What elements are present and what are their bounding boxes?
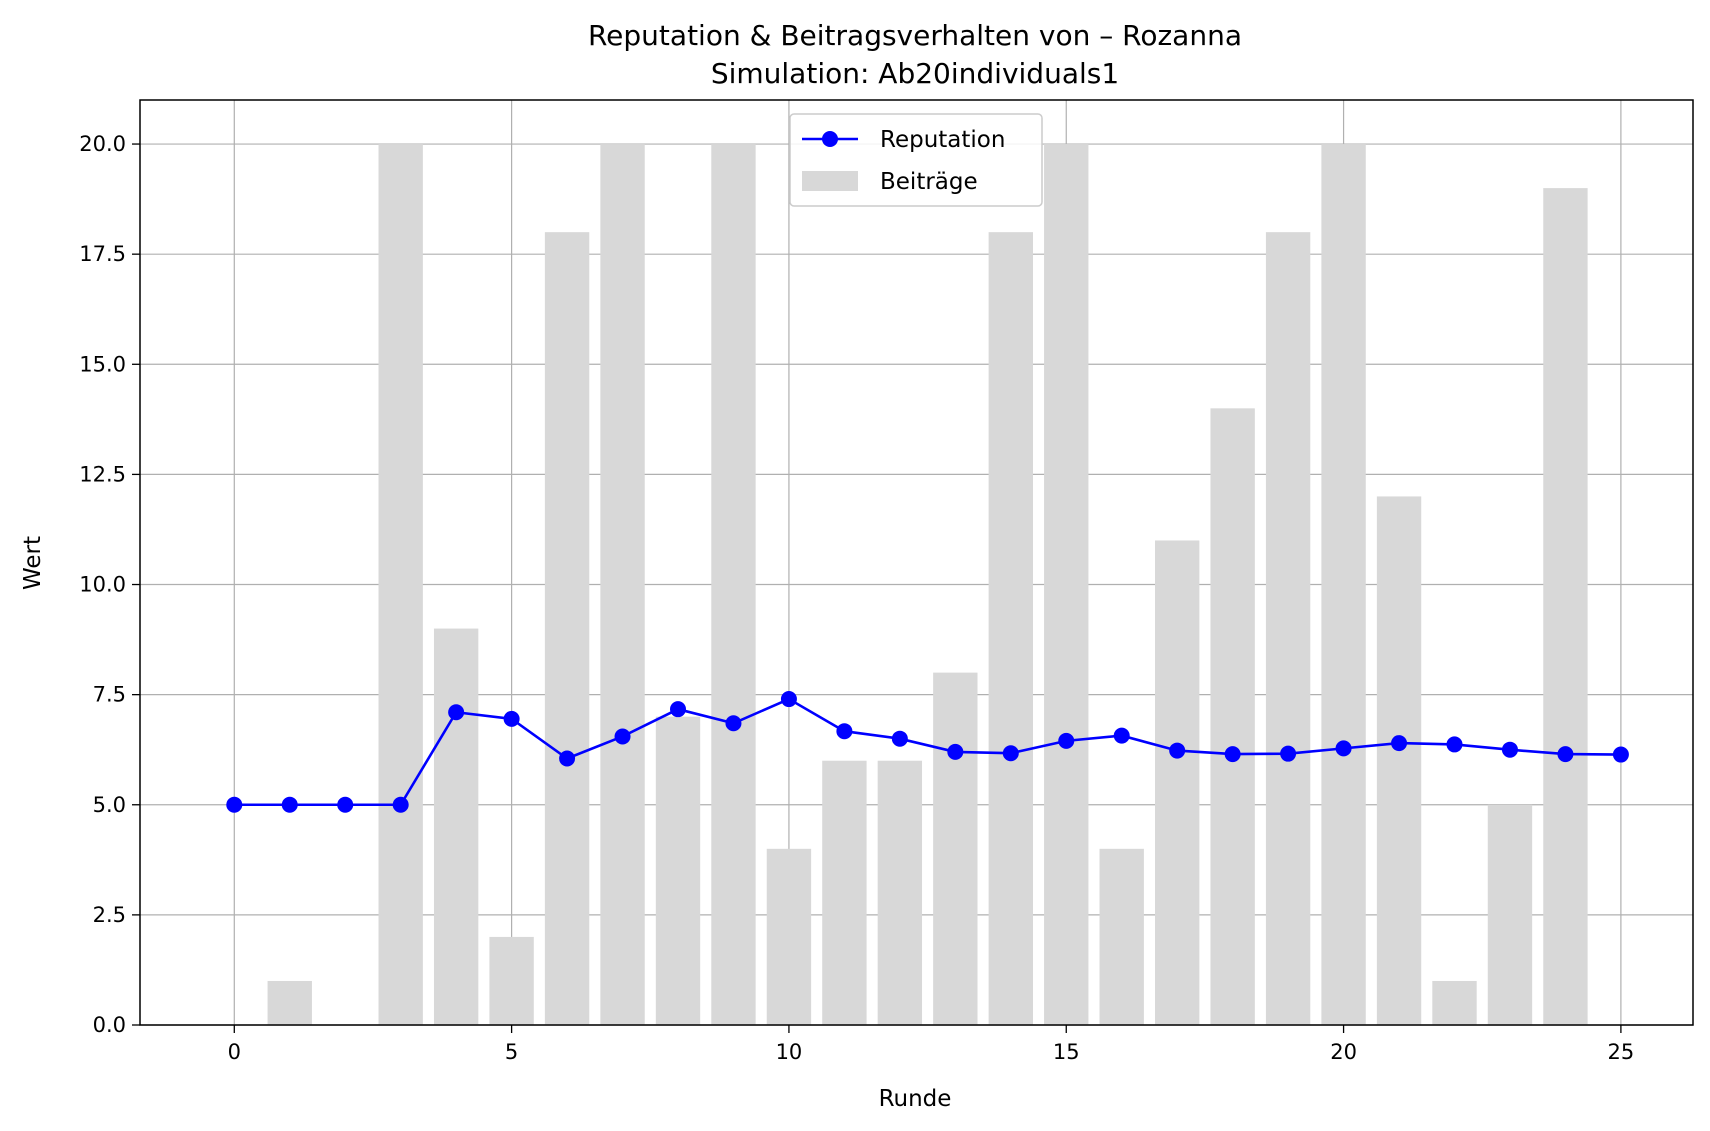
- y-axis: 0.0 2.5 5.0 7.5 10.0 12.5 15.0 17.5 20.0: [79, 132, 140, 1037]
- reputation-point-18: [1224, 746, 1241, 763]
- y-tick-label: 0.0: [93, 1013, 126, 1037]
- chart-title: Reputation & Beitragsverhalten von – Roz…: [588, 19, 1242, 52]
- bar-beitraege-21: [1376, 496, 1422, 1025]
- bar-beitraege-17: [1154, 540, 1200, 1025]
- reputation-point-12: [891, 730, 908, 747]
- reputation-point-8: [670, 701, 687, 718]
- reputation-point-1: [281, 796, 298, 813]
- x-axis-label: Runde: [879, 1086, 952, 1112]
- bar-beitraege-19: [1265, 232, 1311, 1026]
- x-tick-label: 5: [505, 1040, 518, 1064]
- x-tick-label: 20: [1330, 1040, 1357, 1064]
- reputation-point-3: [392, 796, 409, 813]
- reputation-point-16: [1113, 727, 1130, 744]
- bar-beitraege-24: [1543, 188, 1588, 1026]
- legend-beitraege-label: Beiträge: [880, 169, 978, 195]
- bar-beitraege-23: [1487, 804, 1533, 1025]
- reputation-point-24: [1557, 746, 1574, 763]
- bar-beitraege-14: [988, 232, 1033, 1026]
- bar-beitraege-22: [1432, 980, 1477, 1025]
- x-tick-label: 25: [1608, 1040, 1635, 1064]
- reputation-point-20: [1335, 740, 1352, 757]
- reputation-line: [234, 697, 1621, 807]
- legend-reputation-label: Reputation: [880, 127, 1005, 153]
- bar-beitraege-13: [933, 672, 978, 1025]
- y-tick-label: 2.5: [93, 903, 126, 927]
- reputation-point-17: [1169, 742, 1186, 759]
- y-tick-label: 7.5: [93, 683, 126, 707]
- reputation-point-22: [1446, 736, 1463, 753]
- reputation-point-6: [559, 750, 576, 767]
- y-tick-label: 10.0: [79, 573, 126, 597]
- bar-beitraege-8: [655, 716, 701, 1025]
- reputation-point-13: [947, 743, 964, 760]
- reputation-point-2: [337, 796, 354, 813]
- bar-beitraege-7: [600, 144, 645, 1026]
- legend-beitraege-swatch: [802, 171, 858, 191]
- bars: [267, 144, 1588, 1026]
- legend: Reputation Beiträge: [789, 113, 1043, 207]
- bar-beitraege-9: [711, 144, 756, 1026]
- x-tick-label: 10: [776, 1040, 803, 1064]
- x-axis: 0 5 10 15 20 25: [228, 1025, 1635, 1064]
- reputation-point-25: [1612, 746, 1629, 763]
- bar-beitraege-16: [1099, 848, 1144, 1025]
- reputation-point-0: [226, 796, 243, 813]
- reputation-point-14: [1002, 745, 1019, 762]
- bar-beitraege-4: [433, 628, 479, 1025]
- y-tick-label: 5.0: [93, 793, 126, 817]
- bar-beitraege-10: [766, 848, 812, 1025]
- bar-beitraege-1: [267, 980, 312, 1025]
- bar-beitraege-5: [489, 936, 534, 1025]
- bar-beitraege-11: [822, 760, 867, 1025]
- y-axis-label: Wert: [20, 536, 46, 590]
- reputation-point-15: [1058, 732, 1075, 749]
- x-tick-label: 0: [228, 1040, 241, 1064]
- y-tick-label: 20.0: [79, 132, 126, 156]
- chart-subtitle: Simulation: Ab20individuals1: [711, 57, 1119, 90]
- reputation-point-11: [836, 723, 853, 740]
- reputation-point-9: [725, 715, 742, 732]
- reputation-point-21: [1391, 735, 1408, 752]
- bar-beitraege-20: [1321, 144, 1366, 1026]
- x-tick-label: 15: [1053, 1040, 1080, 1064]
- reputation-series: [226, 691, 1629, 813]
- reputation-point-23: [1501, 741, 1518, 758]
- bar-beitraege-18: [1210, 408, 1255, 1025]
- reputation-point-19: [1280, 745, 1297, 762]
- y-tick-label: 15.0: [79, 352, 126, 376]
- reputation-point-7: [614, 728, 631, 745]
- plot-frame: [139, 99, 1694, 1026]
- legend-reputation-marker: [822, 131, 838, 147]
- bar-beitraege-12: [877, 760, 923, 1025]
- y-tick-label: 17.5: [79, 242, 126, 266]
- bar-beitraege-15: [1044, 144, 1089, 1026]
- reputation-point-10: [780, 691, 797, 708]
- reputation-point-4: [448, 704, 465, 721]
- bar-beitraege-3: [378, 144, 423, 1026]
- bar-beitraege-6: [544, 232, 590, 1026]
- y-tick-label: 12.5: [79, 462, 126, 486]
- reputation-point-5: [503, 710, 520, 727]
